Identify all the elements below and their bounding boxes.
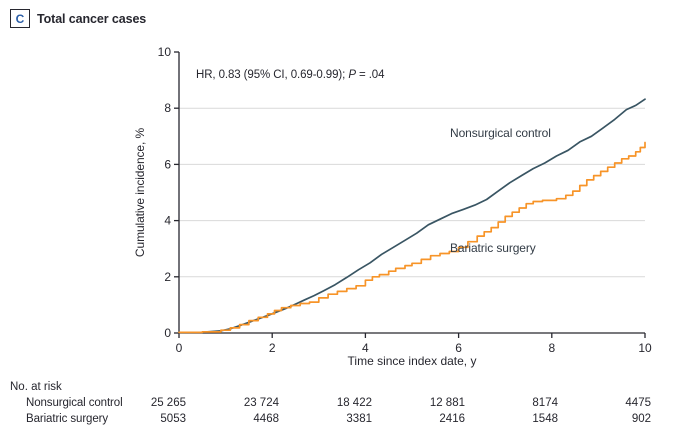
risk-value: 12 881: [429, 397, 465, 409]
risk-value: 1548: [532, 413, 558, 425]
risk-value: 3381: [346, 413, 372, 425]
risk-row-label: Bariatric surgery: [26, 413, 109, 425]
x-tick-label: 8: [548, 341, 555, 355]
x-axis-title: Time since index date, y: [347, 354, 477, 368]
axis-lines: [178, 52, 645, 334]
risk-value: 2416: [439, 413, 465, 425]
risk-value: 5053: [160, 413, 186, 425]
y-tick-label: 4: [164, 214, 171, 228]
hr-annotation: HR, 0.83 (95% CI, 0.69-0.99); P = .04: [196, 69, 385, 81]
risk-value: 8174: [532, 397, 558, 409]
risk-value: 902: [631, 413, 651, 425]
hr-annotation-prefix: HR, 0.83 (95% CI, 0.69-0.99);: [196, 69, 349, 81]
risk-value: 18 422: [336, 397, 372, 409]
cumulative-incidence-chart: 0 2 4 6 8 10 0 2 4 6 8 10: [158, 45, 652, 355]
y-axis-title: Cumulative incidence, %: [133, 127, 147, 258]
risk-value: 25 265: [150, 397, 186, 409]
curve-nonsurgical-control: [178, 98, 646, 334]
y-tick-label: 0: [164, 326, 171, 340]
risk-value: 23 724: [243, 397, 279, 409]
x-tick-label: 4: [362, 341, 369, 355]
risk-value: 4475: [625, 397, 651, 409]
hr-annotation-suffix: = .04: [355, 69, 385, 81]
curve-bariatric-surgery: [178, 141, 646, 334]
hr-annotation-p: P: [348, 69, 356, 81]
risk-row-label: Nonsurgical control: [26, 397, 123, 409]
y-tick-label: 6: [164, 157, 171, 171]
x-tick-label: 0: [176, 341, 183, 355]
risk-value: 4468: [253, 413, 279, 425]
risk-table-heading: No. at risk: [10, 381, 62, 393]
panel-header: C Total cancer cases: [10, 9, 146, 28]
y-tick-label: 2: [164, 270, 171, 284]
panel-letter-box: C: [10, 9, 30, 28]
x-tick-label: 2: [269, 341, 276, 355]
panel-letter: C: [15, 11, 25, 26]
y-tick-label: 8: [164, 101, 171, 115]
x-tick-label: 6: [455, 341, 462, 355]
x-tick-label: 10: [638, 341, 652, 355]
series-label-bariatric-surgery: Bariatric surgery: [450, 241, 536, 255]
y-tick-label: 10: [158, 45, 172, 59]
panel-title: Total cancer cases: [37, 11, 147, 26]
series-label-nonsurgical-control: Nonsurgical control: [450, 126, 551, 140]
